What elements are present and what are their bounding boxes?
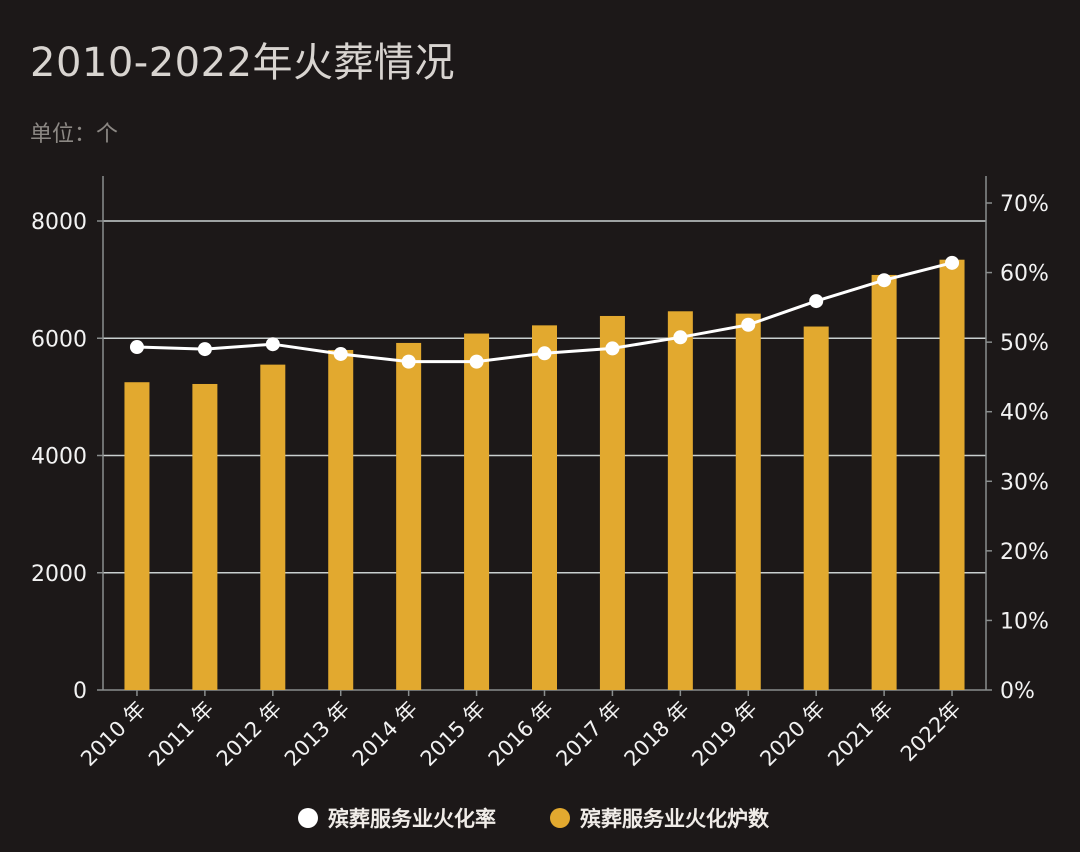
x-tick-label: 2021 年 [823,697,897,771]
rate-point [129,340,144,355]
bar [328,349,354,690]
x-tick-label: 2016 年 [484,697,558,771]
rate-point [945,255,960,270]
legend: 殡葬服务业火化率 殡葬服务业火化炉数 [0,800,1080,836]
rate-point [809,294,824,309]
x-tick-label: 2019 年 [687,697,761,771]
x-tick-label: 2022年 [896,697,966,767]
bar [803,326,829,690]
bar [124,382,150,690]
bar [939,259,965,690]
bar [260,364,286,690]
y-left-tick-label: 6000 [31,327,87,352]
y-right-tick-label: 0% [1000,679,1035,704]
bar [396,342,422,690]
rate-point [673,330,688,345]
rate-point [877,273,892,288]
y-right-tick-label: 40% [1000,401,1049,426]
legend-label-rate: 殡葬服务业火化率 [328,807,496,831]
x-tick-label: 2012 年 [212,697,286,771]
x-tick-label: 2010 年 [76,697,150,771]
y-left-tick-label: 8000 [31,210,87,235]
x-tick-label: 2014 年 [348,697,422,771]
x-tick-label: 2020 年 [755,697,829,771]
bar [735,313,761,690]
rate-point [197,342,212,357]
bar [871,274,897,690]
x-tick-label: 2018 年 [620,697,694,771]
bar [192,383,218,690]
rate-point [605,341,620,356]
legend-swatch-furnaces [550,808,570,828]
unit-label: 单位：个 [30,122,119,147]
y-right-tick-label: 10% [1000,609,1049,634]
y-right-tick-label: 20% [1000,540,1049,565]
y-left-tick-label: 0 [73,679,87,704]
rate-point [401,354,416,369]
x-tick-label: 2015 年 [416,697,490,771]
rate-point [469,354,484,369]
rate-point [741,317,756,332]
legend-label-furnaces: 殡葬服务业火化炉数 [580,807,769,831]
bar [464,333,490,690]
rate-point [537,346,552,361]
y-right-tick-label: 60% [1000,262,1049,287]
x-tick-label: 2017 年 [552,697,626,771]
legend-item-furnaces[interactable]: 殡葬服务业火化炉数 [550,800,769,836]
y-right-tick-label: 50% [1000,331,1049,356]
y-left-tick-label: 2000 [31,562,87,587]
y-right-tick-label: 70% [1000,192,1049,217]
legend-swatch-rate [298,808,318,828]
x-tick-label: 2011 年 [144,697,218,771]
y-right-tick-label: 30% [1000,470,1049,495]
bar [532,325,557,690]
rate-point [333,346,348,361]
legend-item-rate[interactable]: 殡葬服务业火化率 [298,800,496,836]
rate-point [265,337,280,352]
chart-title: 2010-2022年火葬情况 [30,40,456,86]
y-left-tick-label: 4000 [31,445,87,470]
chart-area: 0 2000 4000 6000 8000 0% 10% 20% 30% 40% 50% 60% 70%… [31,176,1049,771]
x-tick-label: 2013 年 [280,697,354,771]
bar [667,311,693,690]
bar [599,315,625,690]
